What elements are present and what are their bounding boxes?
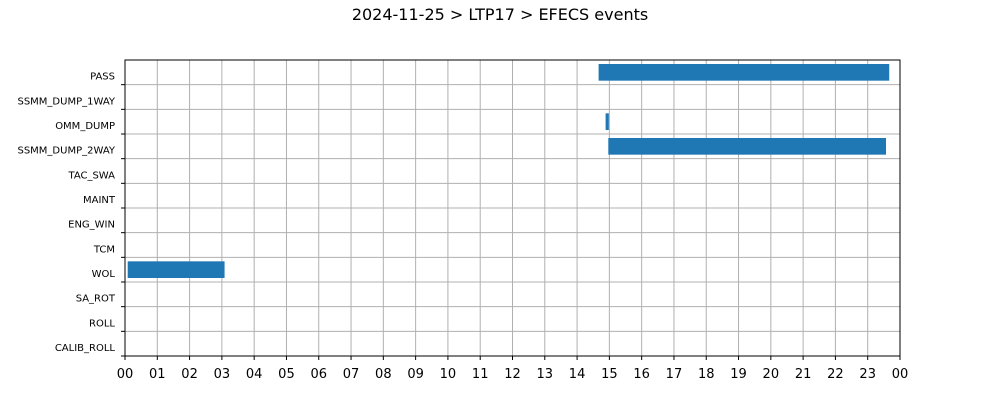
x-tick-label: 23 — [859, 367, 876, 382]
y-tick-label: SSMM_DUMP_1WAY — [17, 96, 115, 107]
y-tick-label: PASS — [90, 72, 115, 83]
x-tick-label: 00 — [117, 367, 134, 382]
chart-title: 2024-11-25 > LTP17 > EFECS events — [351, 5, 649, 24]
x-tick-label: 22 — [827, 367, 844, 382]
plot-frame — [124, 59, 901, 357]
x-tick-label: 13 — [537, 367, 554, 382]
y-tick-label: ENG_WIN — [68, 220, 115, 231]
x-tick-label: 04 — [246, 367, 263, 382]
y-tick-label: ROLL — [89, 318, 115, 329]
x-tick-label: 18 — [698, 367, 715, 382]
x-tick-label: 21 — [795, 367, 812, 382]
y-tick-label: SSMM_DUMP_2WAY — [17, 146, 115, 157]
y-tick-label: OMM_DUMP — [55, 121, 115, 132]
x-tick-label: 05 — [278, 367, 295, 382]
grid-layer — [124, 60, 901, 356]
x-tick-label: 06 — [310, 367, 327, 382]
y-tick-label: SA_ROT — [76, 294, 116, 305]
y-tick-label: CALIB_ROLL — [55, 343, 116, 354]
x-tick-label: 08 — [375, 367, 392, 382]
event-bar — [605, 113, 609, 130]
event-bar — [598, 64, 890, 81]
x-tick-label: 09 — [407, 367, 424, 382]
x-tick-label: 20 — [763, 367, 780, 382]
axis-layer: 00 01 02 03 04 05 06 07 08 09 10 11 12 13 14 15 16 17 18 19… — [17, 59, 909, 382]
y-tick-label: MAINT — [83, 195, 116, 206]
y-tick-label: TCM — [93, 244, 115, 255]
x-tick-label: 07 — [343, 367, 360, 382]
event-bar — [127, 261, 225, 278]
x-tick-label: 17 — [666, 367, 683, 382]
x-tick-label: 16 — [633, 367, 650, 382]
y-tick-label: WOL — [92, 269, 116, 280]
x-tick-label: 15 — [601, 367, 618, 382]
x-tick-label: 19 — [730, 367, 747, 382]
x-tick-label: 02 — [181, 367, 198, 382]
x-tick-label: 00 — [892, 367, 909, 382]
x-tick-label: 11 — [472, 367, 489, 382]
y-tick-label: TAC_SWA — [67, 170, 115, 181]
x-tick-label: 03 — [214, 367, 231, 382]
x-tick-label: 10 — [440, 367, 457, 382]
bar-layer — [127, 64, 890, 278]
x-tick-label: 01 — [149, 367, 166, 382]
x-tick-label: 14 — [569, 367, 586, 382]
x-tick-label: 12 — [504, 367, 521, 382]
event-bar — [608, 138, 887, 155]
